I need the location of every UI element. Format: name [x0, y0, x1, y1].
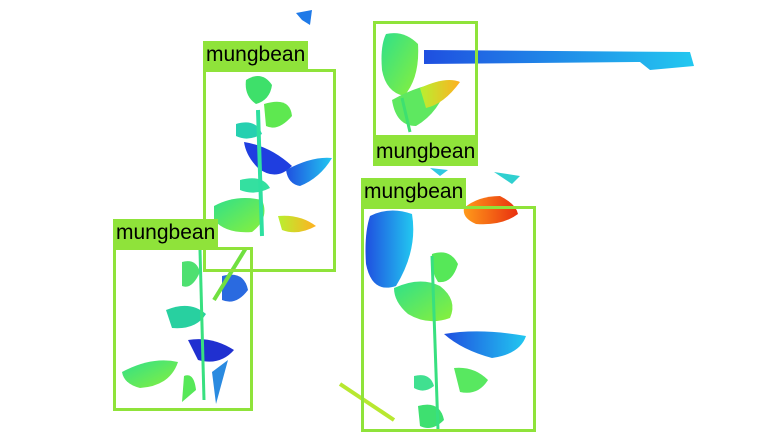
- blue-rod: [424, 50, 694, 70]
- blue-fragment: [296, 10, 312, 25]
- cyan-fragment: [494, 172, 520, 184]
- detection-box-2: [373, 21, 478, 138]
- plant-1: [214, 76, 332, 237]
- detection-box-4: [361, 206, 536, 432]
- loose-stem: [338, 382, 396, 422]
- detection-label-2: mungbean: [373, 138, 479, 166]
- plant-4: [365, 210, 526, 431]
- detection-label-4: mungbean: [361, 178, 467, 206]
- detection-label-3: mungbean: [113, 219, 219, 247]
- detection-box-3: [113, 247, 253, 411]
- connecting-stem: [212, 246, 248, 302]
- detection-box-1: [203, 69, 336, 272]
- red-leaf: [463, 196, 518, 225]
- detection-label-1: mungbean: [203, 41, 309, 69]
- cyan-fragment: [430, 168, 448, 176]
- plant-2: [381, 33, 460, 133]
- plant-3: [122, 249, 248, 404]
